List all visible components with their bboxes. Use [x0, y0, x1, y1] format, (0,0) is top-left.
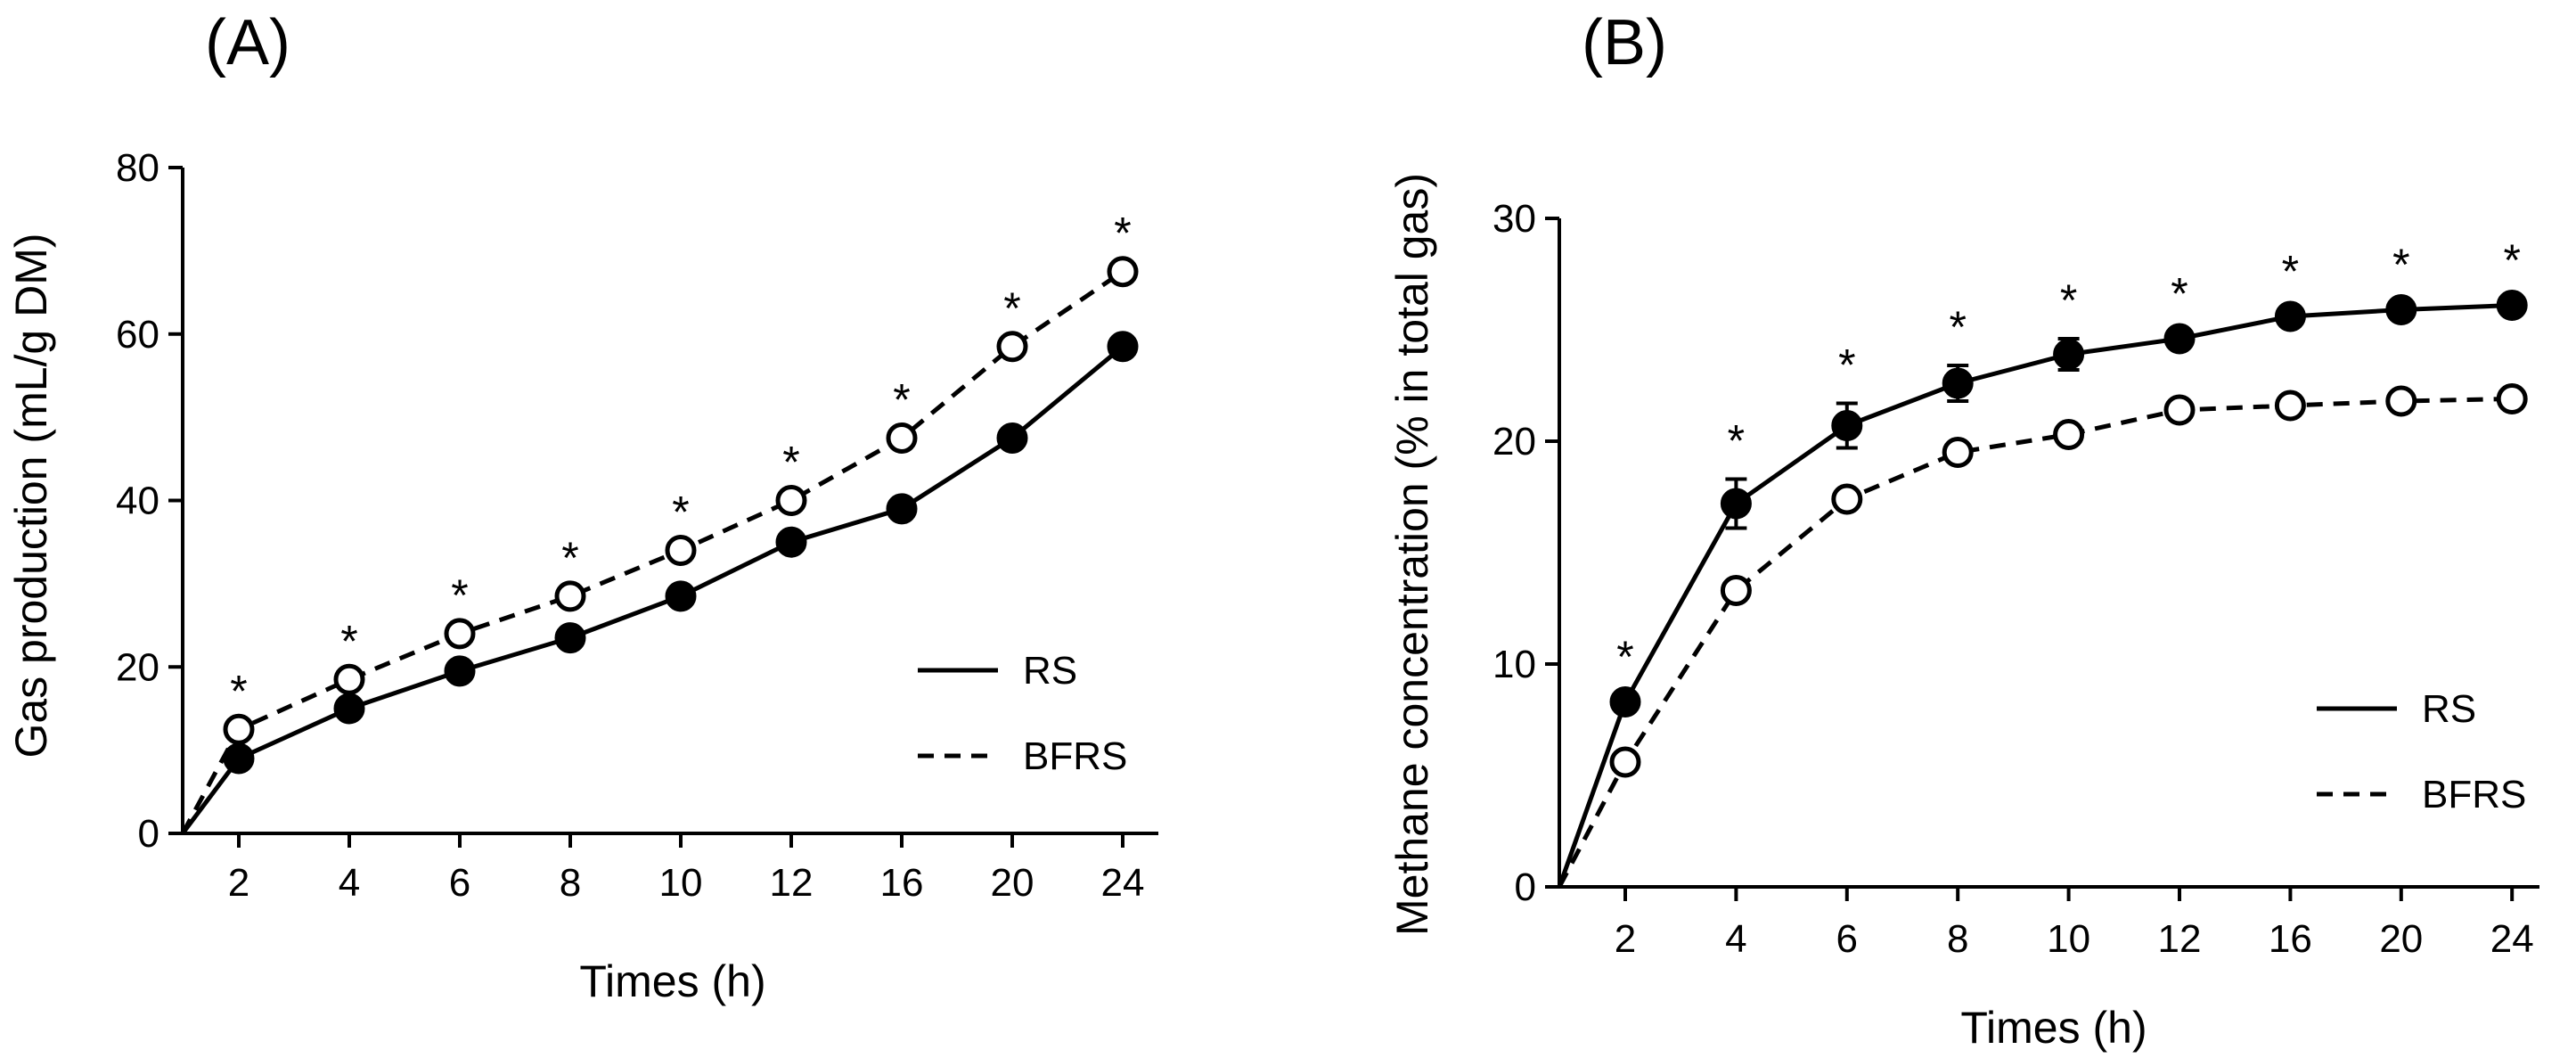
- panel-b-x-axis-title: Times (h): [1960, 1003, 2147, 1053]
- panel-b-series-bfrs-point: [1831, 483, 1863, 515]
- panel-a-series-rs-point: [1107, 331, 1139, 363]
- panel-a-significance-star: *: [1114, 209, 1131, 258]
- panel-a-series-bfrs-point: [665, 535, 697, 567]
- panel-b-series-rs-line: [1557, 303, 2513, 888]
- panel-b-series-rs-point: [1942, 367, 1974, 399]
- panel-b-series-bfrs-point: [1609, 746, 1641, 778]
- panel-a-y-tick-label: 0: [138, 812, 159, 856]
- panel-b-series-rs-point: [2163, 323, 2196, 355]
- panel-b-x-tick-label: 20: [2379, 917, 2423, 961]
- panel-a-series-rs-point: [665, 580, 697, 612]
- panel-b-y-tick-label: 20: [1492, 420, 1536, 463]
- panel-b-series-bfrs-point: [2053, 419, 2085, 450]
- panel-a-y-tick-label: 80: [116, 146, 159, 190]
- panel-a-x-tick-label: 16: [880, 861, 924, 905]
- panel-a-series-rs-point: [554, 622, 586, 654]
- panel-a-legend-label-bfrs: BFRS: [1023, 734, 1127, 778]
- panel-b-significance-star: *: [1949, 302, 1966, 352]
- panel-b-x-tick-label: 2: [1615, 917, 1636, 961]
- panel-b-series-rs-point: [2385, 294, 2417, 325]
- panel-b-series-bfrs-point: [2385, 385, 2417, 417]
- panel-b-series-rs-point: [1831, 410, 1863, 441]
- panel-a-series-bfrs-point: [444, 618, 476, 650]
- panel-a-x-tick-label: 24: [1101, 861, 1145, 905]
- panel-a-x-tick-label: 8: [560, 861, 581, 905]
- panel-a-x-tick-label: 2: [228, 861, 249, 905]
- panel-b-series-bfrs-line: [1557, 397, 2513, 889]
- panel-a-series-bfrs-point: [996, 331, 1028, 363]
- panel-a: (A) Times (h) Gas production (mL/g DM) 0…: [6, 7, 1158, 1006]
- panel-a-x-tick-label: 4: [339, 861, 360, 905]
- panel-b-significance-star: *: [1616, 632, 1633, 682]
- panel-b-series-bfrs-point: [1942, 437, 1974, 468]
- panel-b-series-bfrs-point: [1720, 575, 1752, 606]
- panel-a-series-rs-point: [775, 526, 807, 558]
- panel-a-y-tick-label: 60: [116, 313, 159, 357]
- panel-b-legend-label-bfrs: BFRS: [2422, 773, 2526, 816]
- panel-b-series-bfrs-point: [2496, 383, 2528, 414]
- panel-b-significance-star: *: [1838, 340, 1855, 390]
- panel-a-series-rs-point: [333, 693, 365, 725]
- panel-a-x-tick-label: 20: [991, 861, 1034, 905]
- panel-b-significance-star: *: [2060, 275, 2077, 325]
- panel-b-y-axis-title: Methane concentration (% in total gas): [1387, 173, 1437, 936]
- panel-b-series-rs-point: [1609, 686, 1641, 718]
- panel-a-legend-label-rs: RS: [1023, 649, 1077, 693]
- panel-b-label: (B): [1582, 7, 1667, 78]
- panel-a-series-bfrs-point: [886, 422, 918, 454]
- panel-b-significance-star: *: [2503, 235, 2520, 285]
- panel-a-significance-star: *: [893, 374, 910, 424]
- panel-b-x-tick-label: 12: [2158, 917, 2202, 961]
- panel-b-series-rs-point: [2274, 300, 2306, 332]
- panel-b-x-tick-label: 10: [2047, 917, 2090, 961]
- panel-b-significance-star: *: [2171, 269, 2188, 319]
- panel-a-significance-star: *: [782, 438, 799, 488]
- panel-b-y-tick-label: 0: [1515, 865, 1536, 909]
- panel-a-series-rs-point: [996, 422, 1028, 454]
- panel-a-x-tick-label: 6: [449, 861, 470, 905]
- panel-b-x-tick-label: 4: [1725, 917, 1746, 961]
- panel-a-x-tick-label: 10: [659, 861, 703, 905]
- panel-a-significance-star: *: [561, 533, 578, 583]
- panel-a-series-rs-line: [181, 344, 1124, 835]
- panel-a-y-tick-label: 20: [116, 645, 159, 689]
- panel-a-significance-star: *: [230, 666, 247, 716]
- panel-a-x-tick-label: 12: [770, 861, 814, 905]
- panel-b-significance-star: *: [2282, 247, 2299, 297]
- panel-a-series-bfrs-line: [180, 269, 1124, 835]
- panel-a-series-rs-point: [444, 655, 476, 687]
- panel-a-y-axis-title: Gas production (mL/g DM): [6, 233, 56, 758]
- panel-a-significance-star: *: [672, 488, 689, 537]
- panel-b-series-rs-point: [2496, 290, 2528, 321]
- panel-b-x-tick-label: 8: [1947, 917, 1968, 961]
- panel-a-series-rs-point: [223, 742, 255, 775]
- panel-a-series-bfrs-point: [1107, 256, 1139, 288]
- panel-a-series-bfrs-point: [333, 663, 365, 695]
- panel-b-y-tick-label: 30: [1492, 197, 1536, 241]
- panel-b-series-rs-point: [2053, 339, 2085, 370]
- panel-a-significance-star: *: [1003, 283, 1020, 333]
- panel-b-series-bfrs-point: [2163, 394, 2196, 426]
- panel-a-series-bfrs-point: [554, 580, 586, 612]
- panel-b-series-rs-point: [1720, 488, 1752, 520]
- panel-a-series-bfrs-point: [775, 485, 807, 516]
- panel-b-significance-star: *: [2392, 240, 2409, 290]
- panel-a-label: (A): [205, 7, 290, 78]
- panel-b: (B) Times (h) Methane concentration (% i…: [1387, 7, 2539, 1053]
- panel-a-y-tick-label: 40: [116, 480, 159, 523]
- panel-a-series-bfrs-point: [223, 713, 255, 745]
- panel-a-significance-star: *: [340, 616, 357, 666]
- panel-a-x-axis-title: Times (h): [579, 956, 765, 1006]
- panel-b-x-tick-label: 16: [2269, 917, 2312, 961]
- panel-b-legend-label-rs: RS: [2422, 687, 2476, 731]
- panel-b-x-tick-label: 24: [2490, 917, 2534, 961]
- panel-b-significance-star: *: [1728, 416, 1745, 466]
- panel-b-x-tick-label: 6: [1836, 917, 1858, 961]
- panel-a-significance-star: *: [451, 570, 468, 620]
- panel-b-series-bfrs-point: [2274, 390, 2306, 422]
- panel-a-series-rs-point: [886, 493, 918, 525]
- panel-b-y-tick-label: 10: [1492, 643, 1536, 686]
